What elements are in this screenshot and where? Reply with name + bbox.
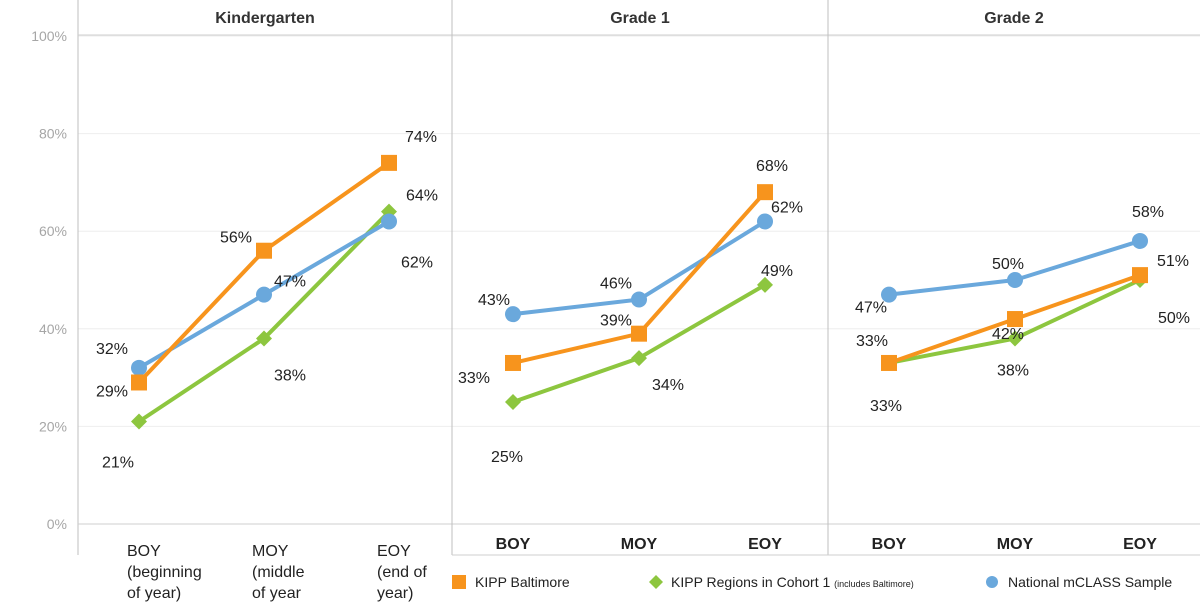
data-point bbox=[631, 291, 647, 308]
data-label: 51% bbox=[1157, 253, 1189, 270]
data-label: 38% bbox=[997, 363, 1029, 380]
data-point bbox=[631, 325, 647, 342]
data-label: 47% bbox=[274, 274, 306, 291]
y-tick-label: 100% bbox=[31, 28, 67, 44]
data-label: 21% bbox=[102, 455, 134, 472]
data-point bbox=[131, 359, 147, 376]
x-tick-label: year) bbox=[377, 585, 413, 602]
legend-note: (includes Baltimore) bbox=[834, 579, 914, 589]
data-label: 33% bbox=[856, 333, 888, 350]
panel-title: Grade 2 bbox=[984, 10, 1044, 27]
data-label: 33% bbox=[870, 398, 902, 415]
x-tick-label: EOY bbox=[377, 543, 411, 560]
data-label: 50% bbox=[1158, 310, 1190, 327]
legend-marker bbox=[986, 576, 998, 588]
data-label: 42% bbox=[992, 326, 1024, 343]
data-label: 34% bbox=[652, 377, 684, 394]
x-tick-label: (middle bbox=[252, 564, 305, 581]
data-point bbox=[381, 154, 397, 171]
y-tick-label: 60% bbox=[39, 223, 67, 239]
data-point bbox=[757, 276, 773, 293]
x-tick-label: EOY bbox=[1123, 536, 1157, 553]
data-point bbox=[1007, 272, 1023, 288]
x-tick-label: MOY bbox=[252, 543, 289, 560]
x-tick-label: (end of bbox=[377, 564, 427, 581]
data-label: 25% bbox=[491, 449, 523, 466]
x-tick-label: BOY bbox=[872, 536, 907, 553]
data-point bbox=[1132, 232, 1148, 249]
data-point bbox=[131, 413, 147, 430]
data-label: 58% bbox=[1132, 204, 1164, 221]
data-point bbox=[256, 330, 272, 347]
data-point bbox=[1007, 330, 1023, 347]
data-point bbox=[381, 213, 397, 230]
data-label: 49% bbox=[761, 263, 793, 280]
y-tick-label: 80% bbox=[39, 126, 67, 142]
data-label: 29% bbox=[96, 383, 128, 400]
legend-label: National mCLASS Sample bbox=[1008, 574, 1172, 590]
data-label: 33% bbox=[458, 370, 490, 387]
series-line bbox=[137, 161, 391, 384]
legend-label: KIPP Regions in Cohort 1 (includes Balti… bbox=[671, 574, 914, 590]
data-point bbox=[881, 354, 897, 371]
data-point bbox=[1007, 311, 1023, 328]
data-label: 74% bbox=[405, 129, 437, 146]
legend-marker bbox=[452, 575, 466, 589]
data-label: 46% bbox=[600, 276, 632, 293]
data-point bbox=[757, 184, 773, 201]
x-tick-label: of year bbox=[252, 585, 302, 602]
data-point bbox=[131, 374, 147, 391]
data-label: 47% bbox=[855, 300, 887, 317]
legend-label: KIPP Baltimore bbox=[475, 574, 570, 590]
x-tick-label: MOY bbox=[997, 536, 1034, 553]
data-label: 68% bbox=[756, 158, 788, 175]
data-point bbox=[631, 350, 647, 367]
data-label: 50% bbox=[992, 256, 1024, 273]
data-label: 62% bbox=[771, 199, 803, 216]
data-point bbox=[881, 286, 897, 303]
x-tick-label: BOY bbox=[496, 536, 531, 553]
data-label: 43% bbox=[478, 292, 510, 309]
data-label: 38% bbox=[274, 368, 306, 385]
y-tick-label: 0% bbox=[47, 516, 67, 532]
data-label: 32% bbox=[96, 341, 128, 358]
legend-marker bbox=[649, 575, 663, 589]
x-tick-label: (beginning bbox=[127, 564, 202, 581]
y-tick-label: 20% bbox=[39, 418, 67, 434]
x-tick-label: of year) bbox=[127, 585, 181, 602]
data-point bbox=[505, 394, 521, 410]
panel-title: Kindergarten bbox=[215, 10, 315, 27]
data-point bbox=[757, 213, 773, 230]
data-point bbox=[505, 306, 521, 323]
data-point bbox=[256, 242, 272, 259]
x-tick-label: EOY bbox=[748, 536, 782, 553]
data-label: 56% bbox=[220, 230, 252, 247]
x-tick-label: BOY bbox=[127, 543, 161, 560]
data-point bbox=[256, 286, 272, 303]
data-label: 62% bbox=[401, 254, 433, 271]
data-label: 39% bbox=[600, 313, 632, 330]
data-label: 64% bbox=[406, 188, 438, 205]
data-point bbox=[505, 354, 521, 371]
x-tick-label: MOY bbox=[621, 536, 658, 553]
panel-title: Grade 1 bbox=[610, 10, 670, 27]
data-point bbox=[1132, 267, 1148, 284]
y-tick-label: 40% bbox=[39, 321, 67, 337]
